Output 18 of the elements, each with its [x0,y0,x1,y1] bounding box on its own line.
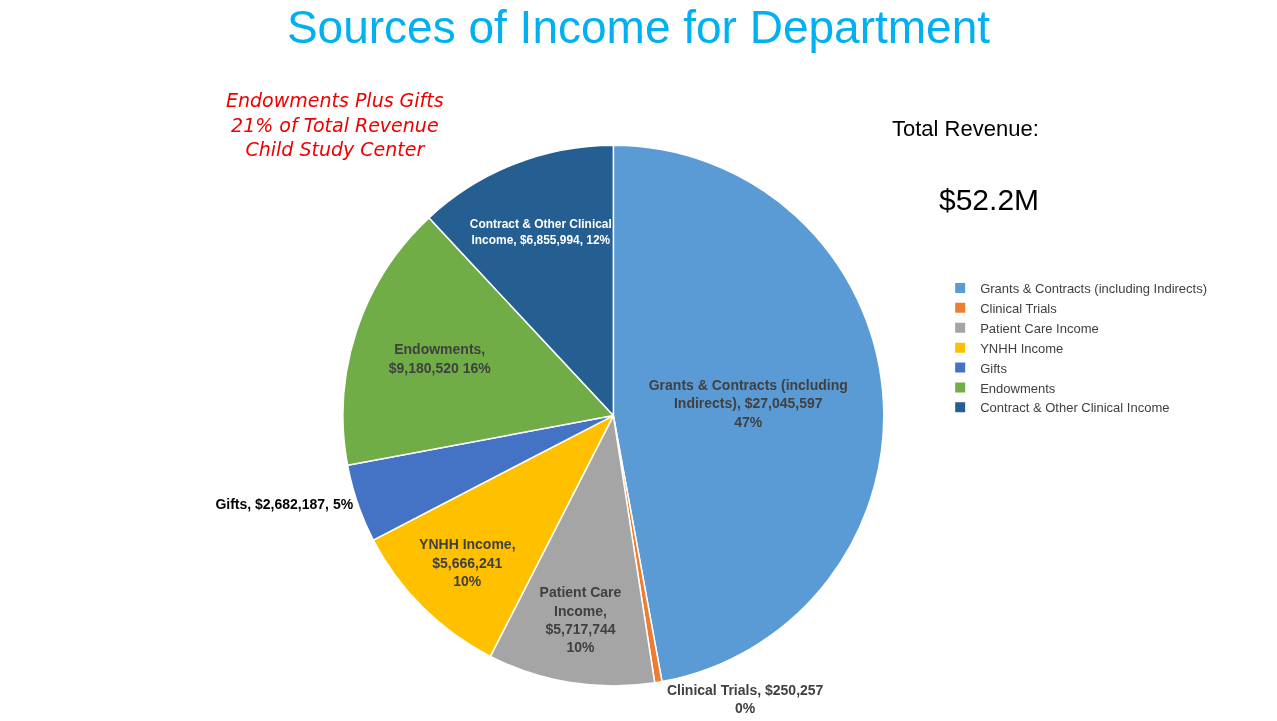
data-label: YNHH Income, $5,666,241 10% [419,536,516,589]
data-label: Patient Care Income, $5,717,744 10% [539,584,622,656]
data-label: Grants & Contracts (including Indirects), $27,045,597 47% [648,377,848,430]
legend-label: Clinical Trials [980,300,1058,316]
legend-label: Patient Care Income [980,320,1099,336]
text: Endowments Plus Gifts 21% of Total Revenue Child Study Center [226,89,444,161]
legend-label: YNHH Income [980,340,1064,356]
legend-label: Endowments [980,380,1056,396]
text: $52.2M [939,183,1040,216]
data-label: Contract & Other Clinical Income, $6,855,994, 12% [469,216,612,247]
legend-label: Contract & Other Clinical Income [980,400,1170,416]
legend-label: Gifts [980,360,1008,376]
legend-label: Grants & Contracts (including Indirects) [980,281,1208,297]
chart-title: Sources of Income for Department [286,1,991,54]
text: Total Revenue: [892,116,1039,141]
data-label: Endowments, $9,180,520 16% [388,341,492,376]
data-label: Clinical Trials, $250,257 0% [666,681,824,716]
data-label: Gifts, $2,682,187, 5% [215,496,354,513]
